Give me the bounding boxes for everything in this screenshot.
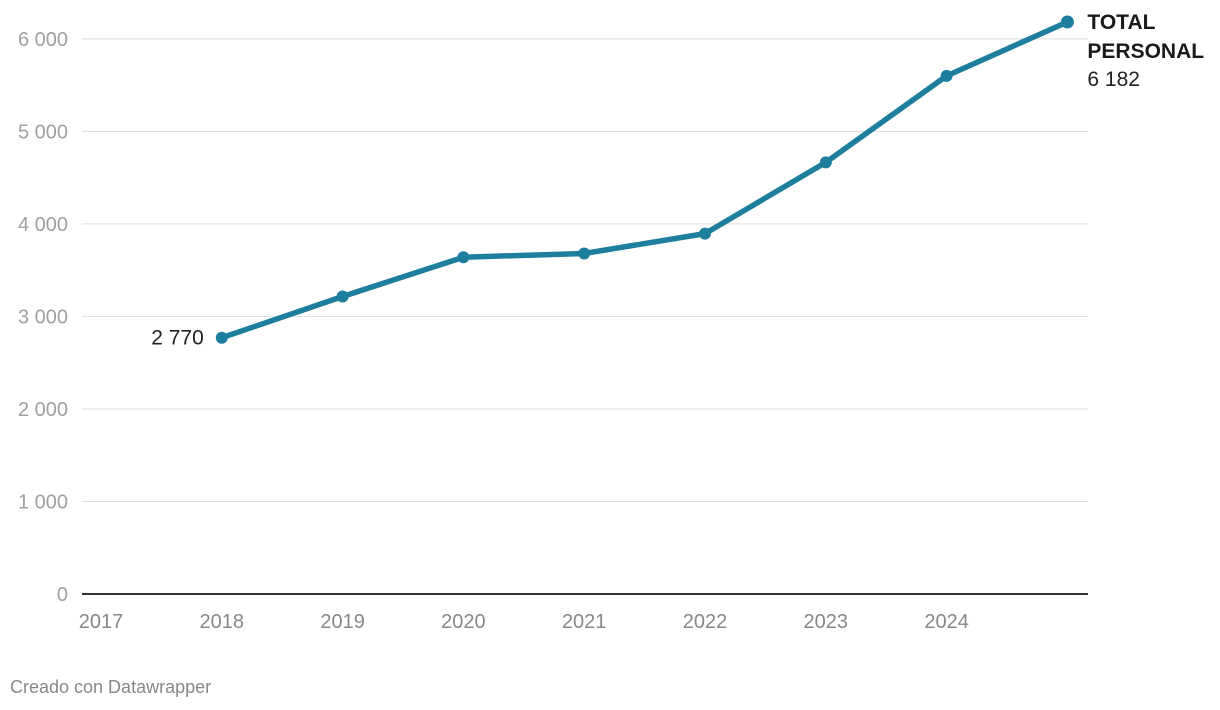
x-axis-ticks: 2017 2018 2019 2020 2021 2022 2023 2024 <box>79 611 969 633</box>
series-layer <box>219 19 1071 341</box>
data-point <box>1060 15 1074 29</box>
x-tick-label: 2018 <box>200 611 245 633</box>
x-tick-label: 2021 <box>562 611 607 633</box>
gridlines <box>82 38 1088 595</box>
data-point <box>578 247 591 260</box>
y-tick-label: 1 000 <box>18 491 68 513</box>
data-point <box>457 251 470 264</box>
data-points <box>215 15 1074 344</box>
credit-text: Creado con Datawrapper <box>10 677 211 697</box>
data-point <box>336 290 349 303</box>
y-axis-ticks: 0 1 000 2 000 3 000 4 000 5 000 6 000 <box>18 29 68 606</box>
y-tick-label: 5 000 <box>18 121 68 143</box>
series-name-label-line-2: PERSONAL <box>1087 40 1204 63</box>
x-tick-label: 2020 <box>441 611 486 633</box>
y-tick-label: 0 <box>57 584 68 606</box>
y-tick-label: 3 000 <box>18 306 68 328</box>
y-tick-label: 2 000 <box>18 399 68 421</box>
y-tick-label: 4 000 <box>18 214 68 236</box>
direct-labels: 2 770 TOTAL PERSONAL 6 182 <box>151 11 1204 350</box>
x-tick-label: 2017 <box>79 611 124 633</box>
x-tick-label: 2024 <box>924 611 969 633</box>
series-name-label-line-1: TOTAL <box>1087 11 1155 34</box>
data-point <box>940 69 953 82</box>
data-point <box>819 156 832 169</box>
data-point <box>699 227 711 240</box>
x-tick-label: 2019 <box>320 611 365 633</box>
x-tick-label: 2023 <box>804 611 849 633</box>
end-value-label: 6 182 <box>1087 68 1140 91</box>
series-line-total-personal <box>219 19 1071 341</box>
y-tick-label: 6 000 <box>18 29 68 51</box>
x-tick-label: 2022 <box>683 611 728 633</box>
data-point <box>215 331 228 344</box>
start-value-label: 2 770 <box>151 327 204 350</box>
